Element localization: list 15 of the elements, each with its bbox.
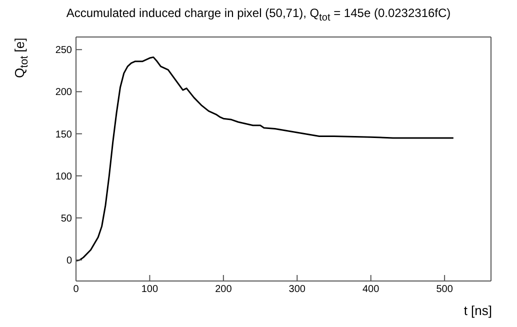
x-tick-label: 300	[288, 284, 306, 296]
line-series	[76, 56, 454, 262]
y-tick-label: 200	[55, 87, 72, 98]
x-tick-label: 0	[73, 284, 80, 296]
x-axis-title: t [ns]	[464, 303, 492, 318]
y-tick-label: 100	[55, 171, 72, 182]
x-tick-label: 400	[362, 284, 380, 296]
y-tick-label: 0	[66, 256, 72, 267]
y-tick-label: 150	[55, 129, 72, 140]
x-tick-label: 100	[141, 284, 158, 296]
y-tick-label: 50	[60, 213, 72, 224]
y-tick-label: 250	[55, 45, 72, 56]
x-tick-label: 500	[436, 284, 454, 296]
x-tick-label: 200	[215, 284, 232, 296]
chart-title: Accumulated induced charge in pixel (50,71), Q$_{tot}$ = 145e (0.0232316fC)	[65, 6, 452, 24]
